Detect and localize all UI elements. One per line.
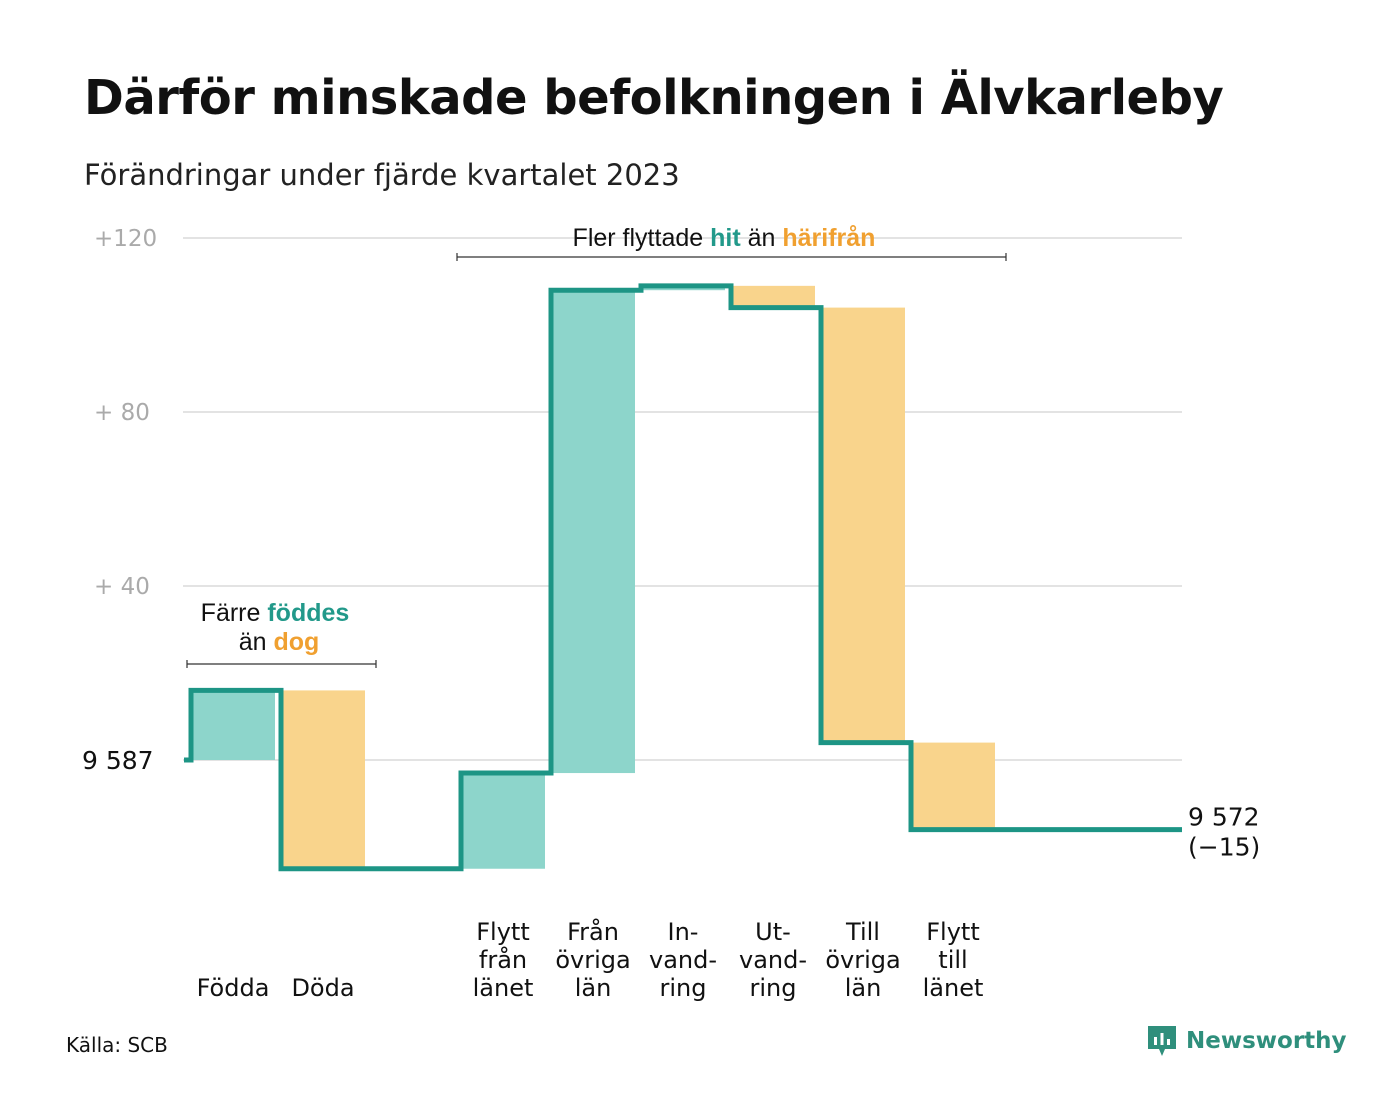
bar-decrease xyxy=(911,742,995,830)
bar-decrease xyxy=(821,307,905,743)
end-value-label: 9 572 xyxy=(1188,803,1260,832)
annotation-text-part: Fler flyttade xyxy=(573,224,711,252)
bar-decrease xyxy=(281,690,365,869)
y-tick-label: +120 xyxy=(94,226,157,252)
bar-decrease xyxy=(731,285,815,308)
bar-increase xyxy=(461,773,545,869)
bar-chart-speech-bubble-icon xyxy=(1148,1026,1176,1056)
bar-increase xyxy=(191,690,275,760)
x-tick-label: ring xyxy=(750,974,797,1002)
x-tick-label: från xyxy=(479,945,527,974)
running-total-line xyxy=(184,283,1182,872)
chart-title: Därför minskade befolkningen i Älvkarleb… xyxy=(84,70,1224,126)
annotation-migration: Fler flyttade hit än härifrån xyxy=(573,224,876,252)
annotation-text-part: än xyxy=(239,628,274,656)
brand-logo: Newsworthy xyxy=(1146,1024,1347,1058)
x-tick-label: vand- xyxy=(649,946,717,974)
annotation-text-part: Färre xyxy=(201,599,268,627)
annotation-text-part: föddes xyxy=(267,599,349,627)
y-tick-label: + 80 xyxy=(94,400,150,426)
x-tick-label: Från xyxy=(567,917,619,946)
x-tick-label: Till xyxy=(845,918,880,946)
annotation-text-part: än xyxy=(741,224,783,252)
brand-name: Newsworthy xyxy=(1186,1028,1347,1054)
value-labels: 9 572(−15) xyxy=(1188,803,1260,862)
y-tick-label: + 40 xyxy=(94,574,150,600)
x-tick-label: vand- xyxy=(739,946,807,974)
annotation-text-part: härifrån xyxy=(782,224,875,252)
chart-subtitle: Förändringar under fjärde kvartalet 2023 xyxy=(84,158,680,192)
x-tick-label: län xyxy=(845,974,882,1002)
y-axis-ticks: + 40 + 80 +120 9 587 xyxy=(82,226,157,775)
x-tick-label: Flytt xyxy=(926,918,980,946)
annotation-text-part: dog xyxy=(273,628,319,656)
x-tick-label: länet xyxy=(923,974,984,1002)
x-tick-label: In- xyxy=(668,918,699,946)
annotation-births-deaths-line1: Färre föddes xyxy=(201,599,350,627)
x-tick-label: ring xyxy=(660,974,707,1002)
running-total-path xyxy=(184,283,1182,872)
x-tick-label: Döda xyxy=(291,974,354,1002)
x-tick-label: län xyxy=(575,974,612,1002)
annotation-births-deaths-line2: än dog xyxy=(239,628,320,656)
bars xyxy=(191,285,995,869)
gridlines xyxy=(183,237,1182,761)
x-axis-labels: Födda DödaFlyttfrånlänetFrånövrigalänIn-v… xyxy=(197,917,984,1002)
baseline-value-label: 9 587 xyxy=(82,746,154,775)
annotation-text-part: hit xyxy=(710,224,741,252)
x-tick-label: övriga xyxy=(555,946,630,974)
x-tick-label: övriga xyxy=(825,946,900,974)
x-tick-label: Födda xyxy=(197,974,270,1002)
bar-increase xyxy=(551,290,635,774)
x-tick-label: till xyxy=(938,946,967,974)
end-change-label: (−15) xyxy=(1188,833,1260,862)
x-tick-label: länet xyxy=(473,974,534,1002)
x-tick-label: Ut- xyxy=(755,918,791,946)
source-note: Källa: SCB xyxy=(66,1033,168,1057)
x-tick-label: Flytt xyxy=(476,918,530,946)
